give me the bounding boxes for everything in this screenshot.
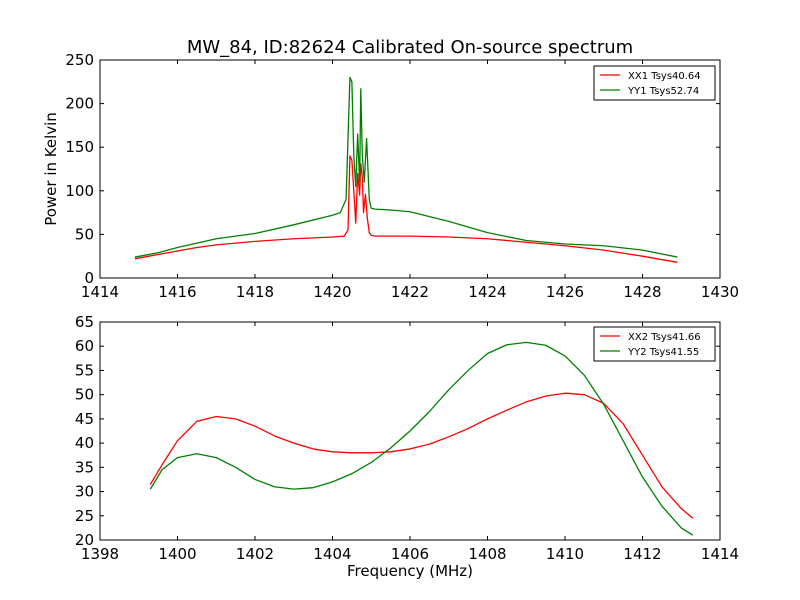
bottom-y-tick-label: 20	[75, 531, 94, 549]
top-y-tick-label: 250	[65, 51, 94, 69]
bottom-y-tick-label: 55	[75, 361, 94, 379]
bottom-legend-label-2: YY2 Tsys41.55	[627, 347, 699, 358]
top-x-tick-label: 1418	[236, 283, 274, 301]
top-y-tick-label: 100	[65, 182, 94, 200]
top-x-tick-label: 1428	[623, 283, 661, 301]
bottom-y-tick-label: 60	[75, 337, 94, 355]
top-legend: XX1 Tsys40.64 YY1 Tsys52.74	[594, 66, 715, 100]
bottom-y-tick-label: 25	[75, 507, 94, 525]
bottom-x-tick-label: 1414	[701, 545, 739, 563]
bottom-x-tick-label: 1400	[158, 545, 196, 563]
figure: MW_84, ID:82624 Calibrated On-source spe…	[0, 0, 800, 600]
top-x-tick-label: 1422	[391, 283, 429, 301]
bottom-legend-label-1: XX2 Tsys41.66	[628, 332, 701, 343]
bottom-x-tick-label: 1410	[546, 545, 584, 563]
bottom-y-tick-label: 35	[75, 458, 94, 476]
bottom-x-tick-label: 1412	[623, 545, 661, 563]
bottom-y-tick-label: 40	[75, 434, 94, 452]
top-legend-label-2: YY1 Tsys52.74	[627, 86, 699, 97]
bottom-y-tick-label: 45	[75, 410, 94, 428]
top-x-tick-label: 1430	[701, 283, 739, 301]
top-x-tick-label: 1420	[313, 283, 351, 301]
top-y-tick-label: 200	[65, 95, 94, 113]
bottom-x-tick-label: 1406	[391, 545, 429, 563]
bottom-y-tick-label: 30	[75, 483, 94, 501]
top-y-tick-label: 150	[65, 138, 94, 156]
top-x-tick-label: 1424	[468, 283, 506, 301]
top-y-tick-label: 50	[75, 225, 94, 243]
bottom-x-tick-label: 1404	[313, 545, 351, 563]
bottom-legend: XX2 Tsys41.66 YY2 Tsys41.55	[594, 327, 715, 361]
bottom-x-tick-label: 1402	[236, 545, 274, 563]
top-y-axis-label: Power in Kelvin	[42, 112, 60, 226]
top-x-tick-label: 1426	[546, 283, 584, 301]
bottom-x-axis-label: Frequency (MHz)	[347, 562, 473, 580]
bottom-y-tick-label: 65	[75, 313, 94, 331]
bottom-y-tick-label: 50	[75, 386, 94, 404]
top-y-tick-label: 0	[84, 269, 94, 287]
chart-title: MW_84, ID:82624 Calibrated On-source spe…	[187, 37, 633, 58]
top-legend-label-1: XX1 Tsys40.64	[628, 71, 701, 82]
top-x-tick-label: 1416	[158, 283, 196, 301]
bottom-x-tick-label: 1408	[468, 545, 506, 563]
